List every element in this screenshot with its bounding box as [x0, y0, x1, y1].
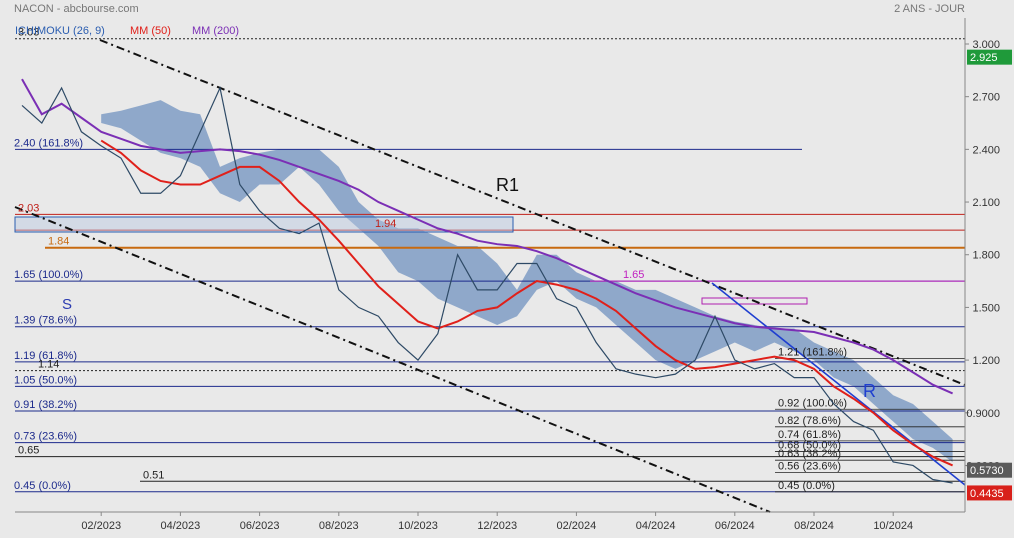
mid-layer — [14, 39, 966, 513]
x-tick-label: 12/2023 — [477, 520, 517, 532]
y-tick-label: 2.700 — [972, 92, 1000, 104]
level-label: 2.03 — [18, 202, 39, 214]
level-label: 1.39 (78.6%) — [14, 315, 77, 327]
level-label: 1.14 — [38, 359, 59, 371]
over-layer: 3.03 2.40 (161.8%) 2.03 1.94 1.84 1.65 (100.0… — [14, 27, 954, 492]
legend-entry: MM (200) — [192, 25, 239, 37]
level-label: 0.74 (61.8%) — [778, 429, 841, 441]
moving-average — [100, 139, 954, 467]
axis-layer: 3.000 2.700 2.400 2.100 1.800 1.500 1.200 0.900… — [15, 25, 1012, 532]
price-tag — [967, 49, 1012, 65]
x-tick-label: 02/2024 — [557, 520, 597, 532]
chart-title: NACON - abcbourse.com — [14, 3, 139, 15]
zone-box — [14, 216, 514, 233]
level-label: 0.92 (100.0%) — [778, 397, 847, 409]
level-label: 0.45 (0.0%) — [778, 480, 835, 492]
annotation: S — [62, 296, 72, 313]
x-tick-label: 06/2024 — [715, 520, 755, 532]
y-tick-label: 2.400 — [972, 144, 1000, 156]
level-label: 0.63 (38.2%) — [778, 448, 841, 460]
price-tag-label: 2.925 — [970, 52, 998, 64]
y-tick-label: 1.200 — [972, 355, 1000, 367]
level-label: 0.73 (23.6%) — [14, 431, 77, 443]
x-tick-label: 08/2024 — [794, 520, 834, 532]
x-tick-label: 02/2023 — [81, 520, 121, 532]
level-label: 2.40 (161.8%) — [14, 137, 83, 149]
level-label: 1.19 (61.8%) — [14, 350, 77, 362]
legend-entry: ICHIMOKU (26, 9) — [15, 25, 105, 37]
x-tick-label: 06/2023 — [240, 520, 280, 532]
y-tick-label: 2.100 — [972, 197, 1000, 209]
level-label: 1.65 (100.0%) — [14, 269, 83, 281]
under-layer — [15, 38, 965, 493]
price-tag-label: 0.4435 — [970, 488, 1004, 500]
price-tag — [967, 485, 1012, 501]
price-tag — [967, 462, 1012, 478]
level-label: 1.05 (50.0%) — [14, 374, 77, 386]
level-label: 0.68 (50.0%) — [778, 439, 841, 451]
annotation: R — [863, 381, 876, 401]
y-tick-label: 1.800 — [972, 250, 1000, 262]
trend-line — [99, 39, 966, 386]
y-tick-label: 3.000 — [972, 39, 1000, 51]
level-label: 0.82 (78.6%) — [778, 415, 841, 427]
level-label: 0.51 — [143, 469, 164, 481]
moving-average — [21, 78, 954, 395]
period: 2 ANS - JOUR — [894, 3, 965, 15]
x-tick-label: 08/2023 — [319, 520, 359, 532]
level-label: 1.94 — [375, 218, 396, 230]
level-label: 0.45 (0.0%) — [14, 480, 71, 492]
x-tick-label: 10/2023 — [398, 520, 438, 532]
legend-entry: MM (50) — [130, 25, 171, 37]
level-label: 1.21 (161.8%) — [778, 346, 847, 358]
level-label: 3.03 — [18, 27, 39, 39]
price-tag-label: 0.5730 — [970, 465, 1004, 477]
x-tick-label: 04/2024 — [636, 520, 676, 532]
level-label: 0.65 — [18, 445, 39, 457]
trend-line — [14, 206, 771, 513]
y-tick-label: 0.9000 — [966, 408, 1000, 420]
price-line — [21, 85, 953, 484]
level-label: 0.91 (38.2%) — [14, 399, 77, 411]
zone-box — [701, 297, 808, 305]
level-label: 1.65 — [623, 269, 644, 281]
x-tick-label: 10/2024 — [873, 520, 913, 532]
y-tick-label: 1.500 — [972, 302, 1000, 314]
level-label: 1.84 — [48, 236, 69, 248]
x-tick-label: 04/2023 — [161, 520, 201, 532]
level-label: 0.56 (23.6%) — [778, 460, 841, 472]
annotation: R1 — [496, 175, 519, 195]
